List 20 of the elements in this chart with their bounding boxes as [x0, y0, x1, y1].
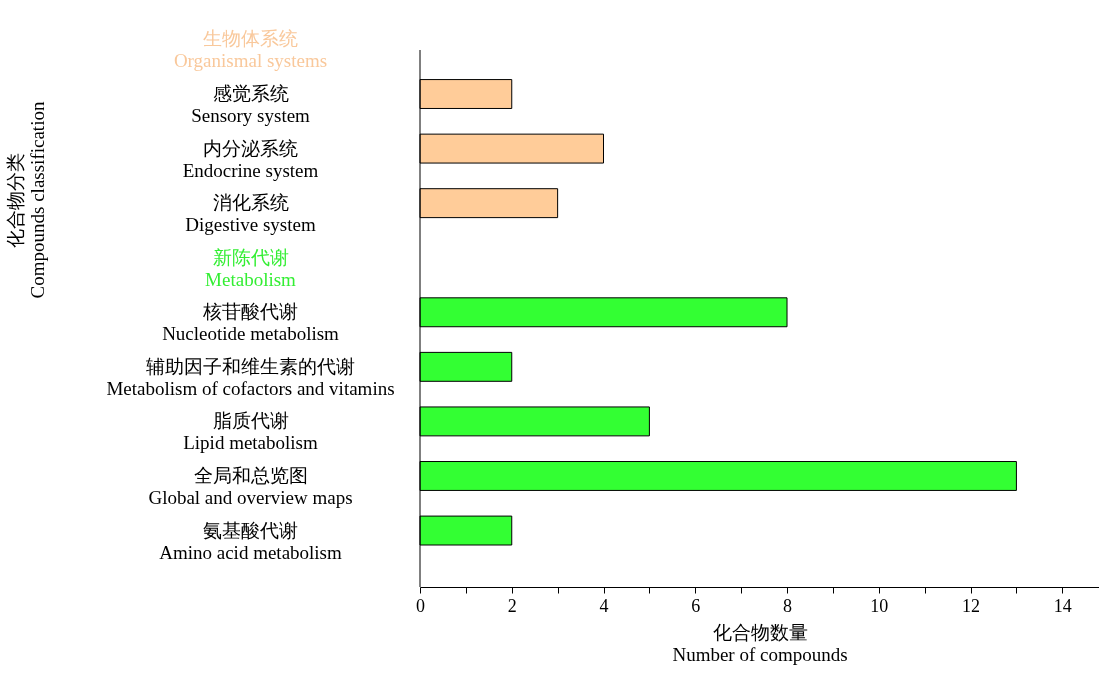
y-tick-label: 氨基酸代谢 Amino acid metabolism: [159, 519, 343, 563]
y-tick-label: 核苷酸代谢 Nucleotide metabolism: [162, 301, 340, 345]
x-tick-label: 14: [1053, 595, 1072, 616]
y-tick-label: 新陈代谢 Metabolism: [205, 246, 297, 290]
y-tick-label: 脂质代谢 Lipid metabolism: [183, 410, 318, 454]
y-tick-label: 感觉系统 Sensory system: [191, 83, 311, 127]
y-tick-label: 辅助因子和维生素的代谢 Metabolism of cofactors and vitamins: [106, 355, 395, 399]
y-tick-label: 消化系统 Digestive system: [185, 192, 316, 236]
x-axis-title: 化合物数量 Number of compounds: [672, 621, 848, 665]
x-tick-label: 10: [870, 595, 889, 616]
x-tick-label: 8: [783, 595, 793, 616]
y-tick-label: 全局和总览图 Global and overview maps: [148, 464, 353, 508]
y-axis-title: 化合物分类 Compounds classification: [4, 101, 48, 299]
x-tick-label: 12: [962, 595, 981, 616]
y-tick-label: 生物体系统 Organismal systems: [173, 28, 328, 72]
x-tick-label: 6: [691, 595, 701, 616]
x-tick-label: 0: [416, 595, 425, 616]
y-tick-label: 内分泌系统 Endocrine system: [182, 137, 319, 181]
x-tick-label: 4: [599, 595, 609, 616]
x-tick-label: 2: [507, 595, 517, 616]
